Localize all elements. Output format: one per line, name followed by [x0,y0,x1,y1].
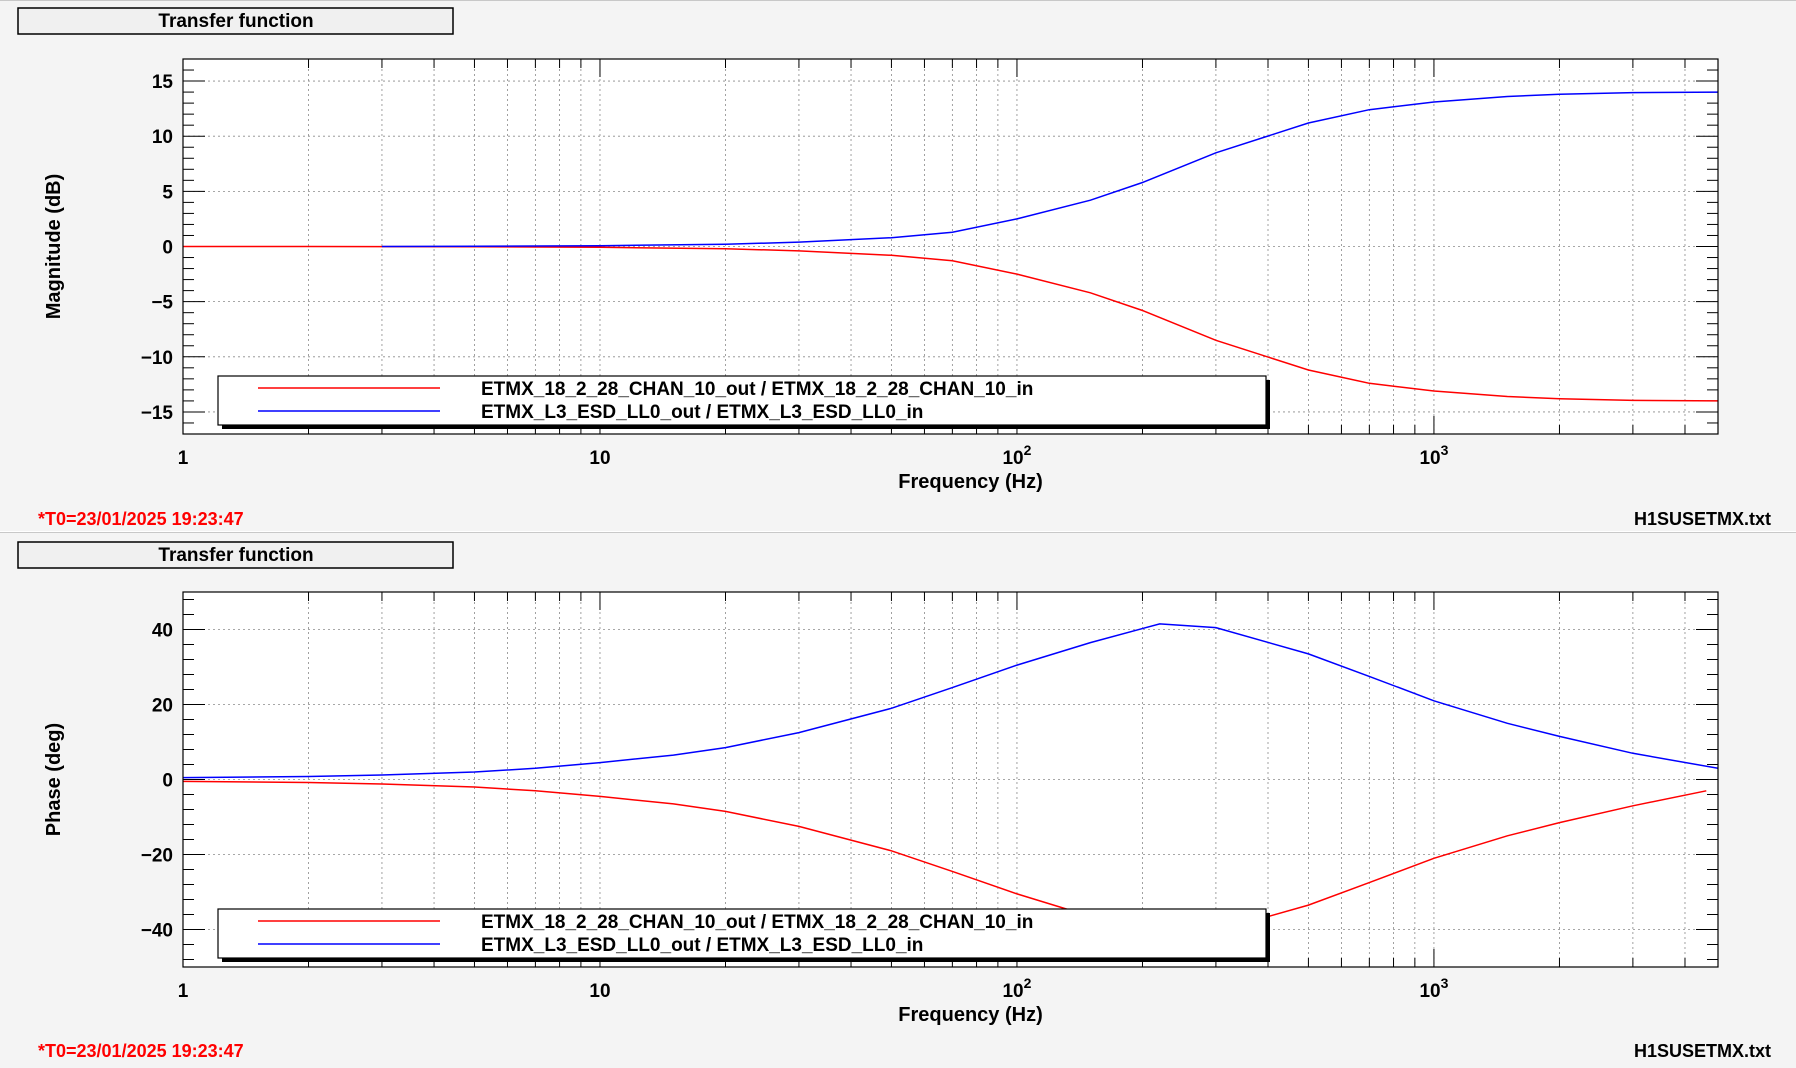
x-axis-label: Frequency (Hz) [898,1004,1042,1026]
y-tick-label: −5 [151,293,173,314]
x-tick-label: 1 [178,448,189,469]
filename: H1SUSETMX.txt [1634,1041,1771,1061]
y-tick-label: −10 [141,348,173,369]
phase-panel: Transfer function −40 −20 0 20 40 1 10 102 103 Fr… [0,532,1796,1068]
x-tick-label: 103 [1419,975,1448,1002]
x-tick-label: 10 [589,981,610,1002]
legend-label: ETMX_18_2_28_CHAN_10_out / ETMX_18_2_28_… [481,912,1033,933]
ticks [182,592,1718,967]
y-tick-label: 0 [162,238,173,259]
header-box[interactable]: Transfer function [17,7,454,35]
timestamp: *T0=23/01/2025 19:23:47 [38,1041,244,1061]
x-tick-label: 102 [1002,975,1031,1002]
y-tick-label: −15 [141,403,174,424]
y-tick-label: 5 [162,182,173,203]
plot-frame [182,58,1719,435]
timestamp: *T0=23/01/2025 19:23:47 [38,509,244,529]
legend: ETMX_18_2_28_CHAN_10_out / ETMX_18_2_28_… [217,908,1270,962]
x-tick-label: 1 [178,981,189,1002]
legend-label: ETMX_L3_ESD_LL0_out / ETMX_L3_ESD_LL0_in [481,935,923,956]
header-title: Transfer function [158,545,313,566]
y-tick-label: 15 [152,72,174,93]
magnitude-chart: Transfer function −15 −10 −5 0 5 10 15 1 10 102 10… [17,7,1771,529]
legend-label: ETMX_18_2_28_CHAN_10_out / ETMX_18_2_28_… [481,379,1033,400]
magnitude-panel: Transfer function −15 −10 −5 0 5 10 15 1 10 102 10… [0,0,1796,531]
x-tick-label: 10 [589,448,610,469]
y-tick-label: 40 [152,621,173,642]
y-tick-label: −40 [141,921,173,942]
x-tick-label: 102 [1002,442,1031,469]
plot-frame [182,591,1719,968]
series-line-0 [183,245,1718,402]
y-axis-label: Phase (deg) [43,723,65,836]
series-line-1 [183,623,1718,779]
series-line-0 [183,780,1707,936]
header-title: Transfer function [158,11,313,32]
legend-box [217,375,1267,426]
x-tick-label: 103 [1419,442,1448,469]
legend-label: ETMX_L3_ESD_LL0_out / ETMX_L3_ESD_LL0_in [481,402,923,423]
y-tick-label: 20 [152,696,173,717]
y-tick-label: −20 [141,846,173,867]
filename: H1SUSETMX.txt [1634,509,1771,529]
y-axis-label: Magnitude (dB) [43,174,65,320]
legend-box [217,908,1267,959]
header-box[interactable]: Transfer function [17,541,454,569]
legend: ETMX_18_2_28_CHAN_10_out / ETMX_18_2_28_… [217,375,1270,429]
y-tick-label: 10 [152,127,173,148]
phase-chart: Transfer function −40 −20 0 20 40 1 10 102 103 Fr… [17,541,1771,1061]
series-line-1 [381,91,1718,248]
x-axis-label: Frequency (Hz) [898,471,1042,493]
y-tick-label: 0 [162,771,173,792]
